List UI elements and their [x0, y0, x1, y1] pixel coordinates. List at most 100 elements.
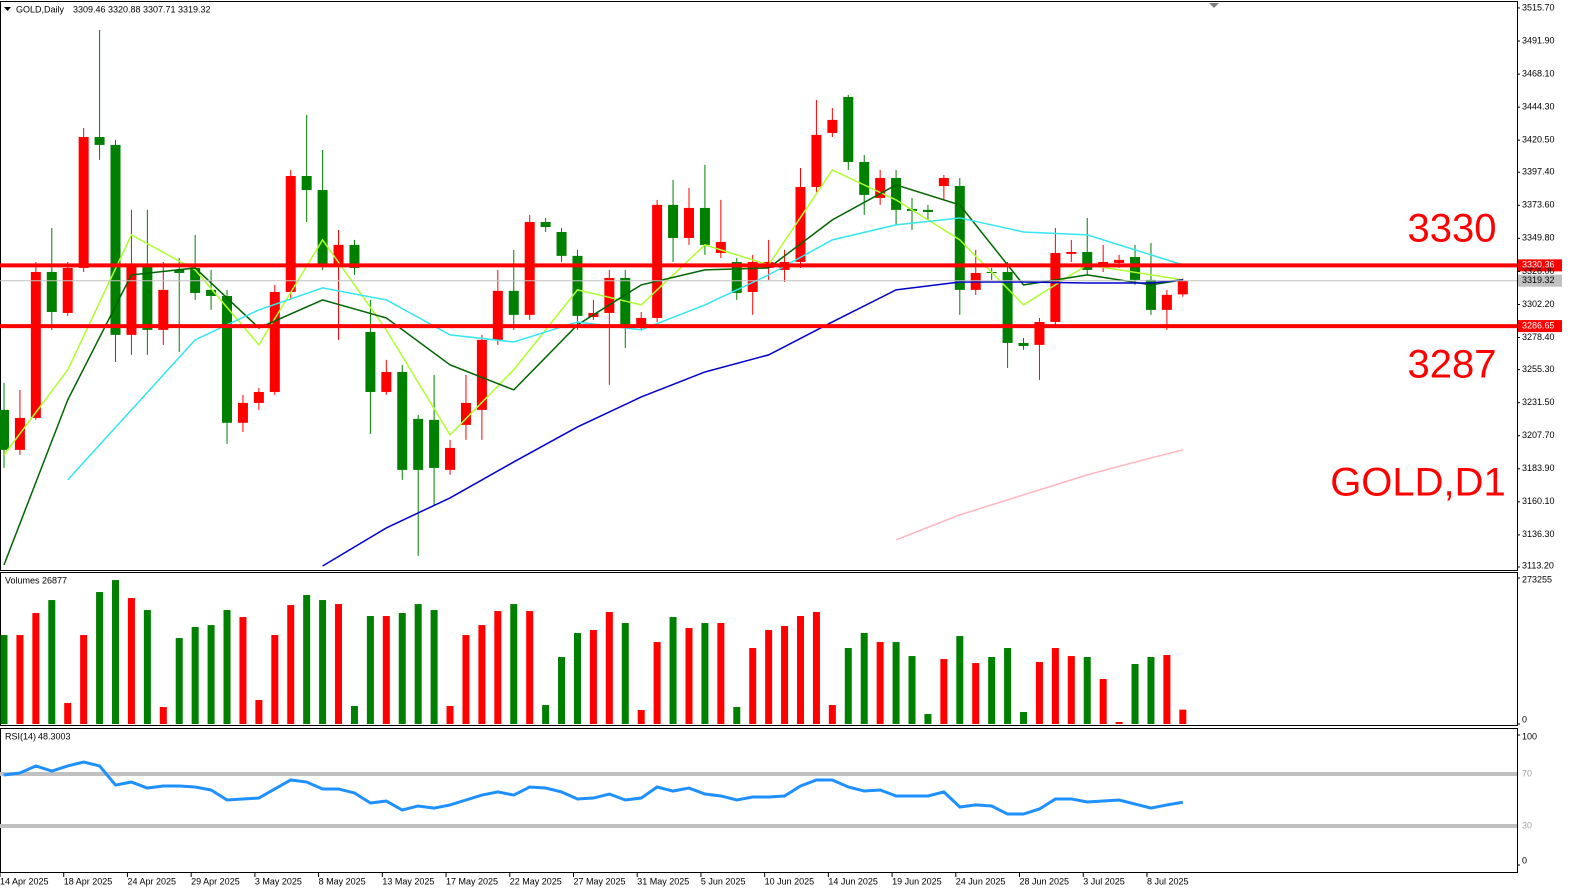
volume-bar — [972, 663, 980, 724]
volume-bar — [765, 630, 773, 724]
candle-body — [508, 290, 519, 315]
x-tick-label: 3 Jul 2025 — [1083, 876, 1125, 886]
volume-bar — [0, 635, 8, 724]
volume-bar — [366, 616, 374, 724]
volume-bar — [430, 610, 438, 724]
candle-body — [747, 261, 758, 292]
x-tick-label: 5 Jun 2025 — [701, 876, 746, 886]
volume-bar — [1147, 656, 1155, 724]
candle-body — [715, 241, 726, 253]
candle-body — [1145, 279, 1156, 310]
candle-body — [572, 255, 583, 316]
y-tick-label: 3207.70 — [1522, 430, 1555, 440]
rsi-level-label: 70 — [1522, 768, 1532, 778]
candle-body — [731, 261, 742, 293]
symbol-menu-icon — [4, 7, 11, 11]
volume-bar — [1067, 656, 1075, 724]
candle-body — [317, 190, 328, 265]
volume-bar — [844, 648, 852, 724]
volume-bar — [319, 600, 327, 724]
volume-bar — [127, 598, 135, 724]
candle-body — [126, 264, 137, 335]
candle-body — [1082, 251, 1093, 270]
volume-bar — [892, 642, 900, 724]
volume-bar — [96, 592, 104, 724]
rsi-line — [3, 760, 1184, 816]
y-tick-label: 3278.40 — [1522, 332, 1555, 342]
volume-bar — [1083, 656, 1091, 724]
volume-bar — [526, 611, 534, 724]
volume-bar — [1051, 648, 1059, 724]
volume-bar — [573, 633, 581, 724]
candle-body — [843, 96, 854, 162]
candle-body — [142, 264, 153, 330]
candle-body — [222, 295, 233, 423]
level-label-box — [1518, 259, 1562, 272]
header-low: 3307.71 — [143, 4, 176, 14]
candle-body — [1050, 252, 1061, 322]
volume-bar — [781, 626, 789, 724]
candle-body — [158, 289, 169, 330]
volume-title: Volumes — [5, 575, 40, 585]
y-tick-label: 100 — [1522, 731, 1537, 741]
x-tick-label: 18 Apr 2025 — [64, 876, 113, 886]
candle-body — [206, 289, 217, 296]
candle-body — [46, 271, 57, 312]
level-label: 3330.36 — [1522, 260, 1555, 270]
y-tick-label: 3183.90 — [1522, 463, 1555, 473]
volume-bar — [1099, 679, 1107, 724]
volume-bar — [1179, 709, 1187, 724]
x-tick-label: 29 Apr 2025 — [191, 876, 240, 886]
x-tick-label: 8 Jul 2025 — [1147, 876, 1189, 886]
candle-body — [1177, 280, 1188, 295]
volume-bar — [717, 623, 725, 724]
candle-body — [429, 419, 440, 468]
volume-bar — [80, 635, 88, 724]
volume-bar — [812, 612, 820, 724]
rsi-level-label: 30 — [1522, 820, 1532, 830]
volume-bar — [988, 656, 996, 724]
candle-body — [954, 186, 965, 290]
candle-body — [333, 244, 344, 265]
header-high: 3320.88 — [108, 4, 141, 14]
volume-bar — [542, 705, 550, 724]
annotation: 3287 — [1408, 343, 1497, 387]
volume-bar — [1035, 662, 1043, 724]
header-open: 3309.46 — [73, 4, 106, 14]
volume-bar — [350, 705, 358, 724]
volume-bar — [510, 604, 518, 724]
candle-body — [1114, 259, 1125, 263]
rsi-panel-frame — [0, 728, 1518, 873]
x-tick-label: 31 May 2025 — [637, 876, 689, 886]
candle-body — [1066, 251, 1077, 254]
x-tick-label: 27 May 2025 — [573, 876, 625, 886]
y-tick-label: 3302.20 — [1522, 299, 1555, 309]
candle-body — [540, 221, 551, 227]
volume-bar — [32, 613, 40, 724]
candle-body — [62, 267, 73, 313]
candle-body — [174, 269, 185, 273]
volume-bar — [924, 714, 932, 724]
candle-body — [875, 177, 886, 198]
x-tick-label: 14 Apr 2025 — [0, 876, 49, 886]
price-plot — [0, 29, 1188, 567]
candle-body — [413, 418, 424, 470]
y-tick-label: 3349.80 — [1522, 233, 1555, 243]
volume-bar — [382, 616, 390, 724]
x-tick-label: 24 Jun 2025 — [956, 876, 1006, 886]
volume-bar — [335, 604, 343, 724]
volume-bar — [797, 616, 804, 724]
level-label: 3286.65 — [1522, 320, 1555, 330]
volume-bar — [956, 636, 964, 724]
candle-body — [938, 177, 949, 187]
volume-bar — [478, 625, 486, 724]
candle-body — [1002, 271, 1013, 343]
volume-bar — [1004, 648, 1012, 724]
candle-body — [445, 447, 456, 470]
y-tick-label: 3113.20 — [1522, 560, 1554, 570]
level-label-box — [1518, 320, 1562, 333]
volume-bar — [414, 604, 422, 724]
y-tick-label: 3468.10 — [1522, 68, 1555, 78]
volume-bar — [558, 656, 566, 724]
volume-bar — [1131, 663, 1139, 724]
